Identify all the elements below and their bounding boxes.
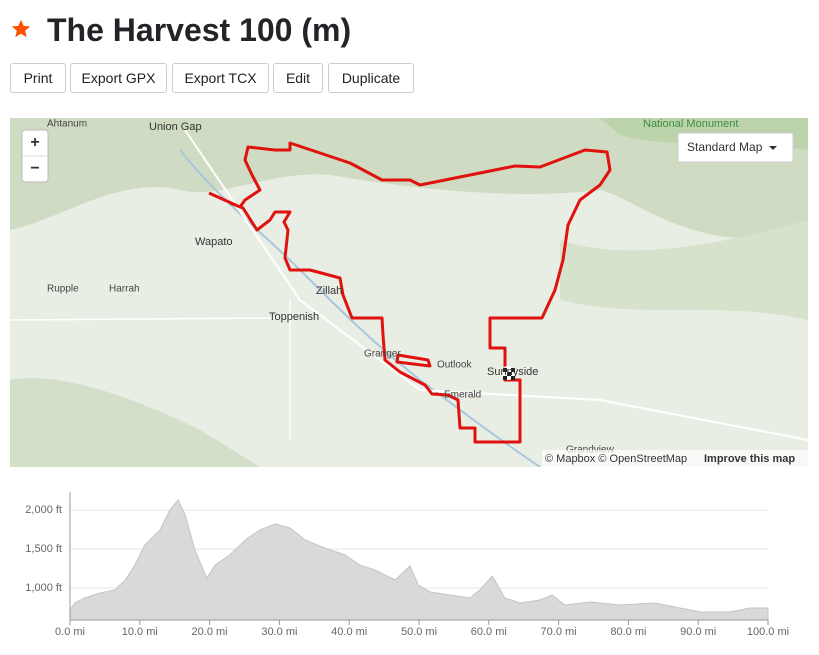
map-label: Toppenish [269, 311, 319, 323]
map-label: Ahtanum [47, 119, 87, 130]
x-tick-label: 0.0 mi [55, 626, 85, 638]
river [179, 149, 541, 467]
attribution-bg [542, 450, 808, 467]
map-label: Emerald [444, 390, 481, 401]
route-line [208, 141, 612, 444]
map-style-dropdown[interactable] [677, 132, 794, 163]
x-tick-label: 10.0 mi [122, 626, 158, 638]
favorite-star[interactable] [10, 18, 32, 40]
duplicate-button[interactable]: Duplicate [328, 63, 414, 93]
map[interactable]: Ahtanum Union Gap National Monument Wapa… [0, 0, 819, 480]
x-tick-label: 30.0 mi [261, 626, 297, 638]
map-label: National Monument [643, 118, 738, 130]
attribution[interactable]: © Mapbox © OpenStreetMap [545, 453, 687, 465]
route-title: The Harvest 100 (m) [47, 12, 352, 48]
road [184, 129, 808, 441]
elevation-chart: 1,000 ft 1,500 ft 2,000 ft 0.0 mi 10.0 mi 20.… [25, 492, 789, 638]
map-label: Harrah [109, 284, 140, 295]
map-label: Rupple [47, 284, 79, 295]
terrain [10, 118, 808, 239]
export-gpx-button[interactable]: Export GPX [70, 63, 167, 93]
dropdown-caret [769, 146, 777, 150]
map-label: Outlook [437, 360, 472, 371]
map-label: Zillah [316, 285, 342, 297]
elevation-area [69, 499, 769, 621]
map-label: Sunnyside [487, 366, 538, 378]
y-tick-label: 1,000 ft [25, 582, 62, 594]
map-label: Wapato [195, 236, 233, 248]
x-tick-label: 60.0 mi [471, 626, 507, 638]
x-tick-label: 20.0 mi [192, 626, 228, 638]
zoom-out[interactable]: − [30, 160, 39, 177]
x-tick-label: 70.0 mi [541, 626, 577, 638]
export-tcx-button[interactable]: Export TCX [172, 63, 269, 93]
x-tick-label: 80.0 mi [610, 626, 646, 638]
x-tick-label: 90.0 mi [680, 626, 716, 638]
map-label: Granger [364, 349, 401, 360]
y-tick-label: 2,000 ft [25, 504, 62, 516]
terrain [560, 220, 808, 320]
improve-map-link[interactable]: Improve this map [704, 453, 795, 465]
road [10, 300, 291, 440]
edit-button[interactable]: Edit [273, 63, 323, 93]
terrain [10, 378, 260, 467]
map-style-label: Standard Map [687, 140, 763, 154]
print-button[interactable]: Print [10, 63, 66, 93]
x-tick-label: 100.0 mi [747, 626, 789, 638]
x-tick-label: 50.0 mi [401, 626, 437, 638]
x-tick-label: 40.0 mi [331, 626, 367, 638]
zoom-in[interactable]: + [30, 134, 39, 151]
map-label: Union Gap [149, 121, 202, 133]
finish-flag [501, 366, 515, 380]
y-tick-label: 1,500 ft [25, 543, 62, 555]
